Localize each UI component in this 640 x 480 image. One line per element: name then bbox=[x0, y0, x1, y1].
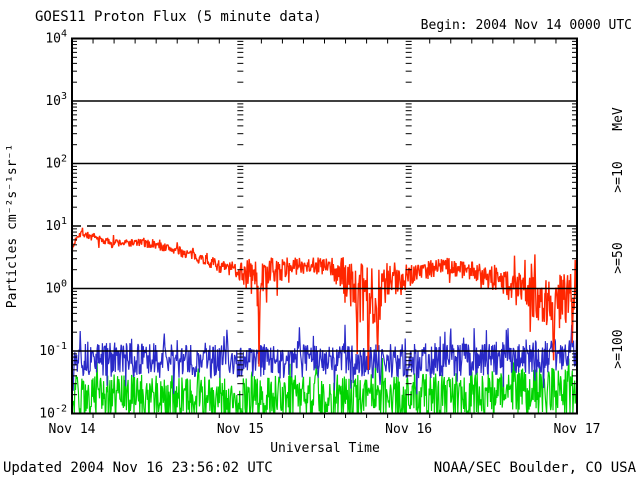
plot-border bbox=[71, 37, 578, 415]
y-tick-label: 103 bbox=[45, 91, 67, 109]
legend-label-100: >=100 bbox=[611, 329, 626, 368]
y-tick-label: 100 bbox=[45, 279, 67, 297]
y-tick-label: 101 bbox=[45, 216, 67, 234]
series-trace-50 bbox=[71, 324, 578, 395]
begin-timestamp-label: Begin: 2004 Nov 14 0000 UTC bbox=[421, 18, 632, 33]
chart-title: GOES11 Proton Flux (5 minute data) bbox=[35, 9, 322, 25]
footer-organization: NOAA/SEC Boulder, CO USA bbox=[434, 460, 637, 476]
legend-label-50: >=50 bbox=[611, 242, 626, 273]
series-trace-10 bbox=[71, 227, 578, 370]
x-tick-label: Nov 15 bbox=[217, 422, 264, 437]
x-tick-label: Nov 17 bbox=[554, 422, 601, 437]
x-tick-label: Nov 16 bbox=[385, 422, 432, 437]
y-tick-label: 102 bbox=[45, 154, 67, 172]
y-tick-label: 104 bbox=[45, 29, 67, 47]
y-tick-label: 10-1 bbox=[39, 341, 67, 359]
y-axis-title: Particles cm⁻²s⁻¹sr⁻¹ bbox=[5, 144, 20, 308]
x-axis-title: Universal Time bbox=[270, 441, 380, 456]
footer-updated-timestamp: Updated 2004 Nov 16 23:56:02 UTC bbox=[3, 460, 273, 476]
grid-layer bbox=[71, 37, 578, 418]
legend-label-mev: MeV bbox=[611, 107, 626, 131]
y-tick-label: 10-2 bbox=[39, 404, 67, 422]
x-tick-label: Nov 14 bbox=[49, 422, 96, 437]
legend-label-10: >=10 bbox=[611, 161, 626, 192]
